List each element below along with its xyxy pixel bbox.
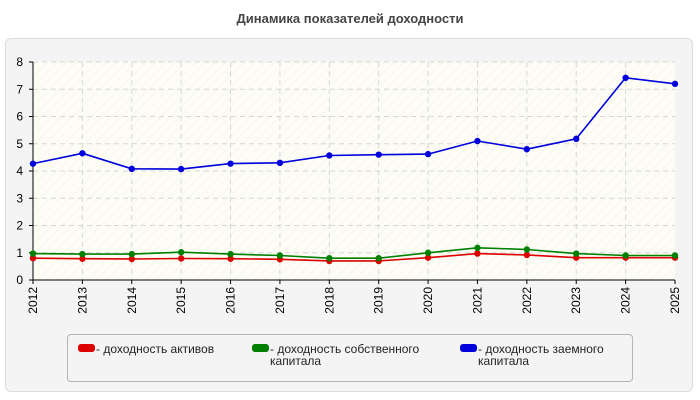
data-point-2 — [424, 150, 432, 158]
data-point-2 — [227, 160, 234, 167]
y-tick-label: 1 — [16, 246, 23, 260]
legend-label-debt: - доходность заемного капитала — [478, 342, 604, 368]
data-point-1 — [276, 252, 284, 259]
y-tick-label: 6 — [16, 110, 23, 124]
y-tick-label: 4 — [16, 164, 23, 178]
data-point-0 — [177, 255, 185, 262]
data-point-1 — [424, 249, 432, 256]
series-line-2 — [32, 77, 676, 170]
data-point-0 — [227, 255, 234, 262]
legend-label-assets: - доходность активов — [96, 342, 215, 356]
data-point-0 — [424, 254, 432, 261]
series-line-0 — [32, 252, 675, 262]
data-point-0 — [128, 255, 135, 263]
data-point-1 — [177, 249, 185, 256]
x-tick-label: 2020 — [421, 287, 435, 314]
chart-title: Динамика показателей доходности — [236, 11, 464, 26]
data-point-2 — [29, 160, 37, 167]
data-point-1 — [622, 252, 629, 259]
x-tick-label: 2023 — [569, 287, 583, 314]
data-point-2 — [79, 150, 86, 157]
data-point-2 — [177, 165, 185, 173]
x-tick-label: 2025 — [668, 287, 682, 314]
x-tick-label: 2019 — [372, 287, 386, 314]
x-tick-label: 2016 — [224, 287, 238, 314]
data-point-1 — [573, 250, 580, 257]
legend-swatch-debt — [460, 344, 477, 352]
y-tick-label: 5 — [16, 137, 23, 151]
plot-area — [33, 62, 675, 280]
data-point-2 — [326, 152, 333, 159]
grid-lines — [33, 61, 675, 280]
data-point-1 — [29, 250, 37, 257]
series-group — [29, 74, 679, 265]
data-point-0 — [29, 255, 37, 262]
data-point-1 — [671, 252, 679, 259]
data-point-2 — [671, 80, 679, 88]
data-point-2 — [375, 151, 382, 158]
data-point-1 — [128, 250, 135, 258]
y-tick-label: 7 — [16, 82, 23, 96]
legend-label-equity: - доходность собственного капитала — [270, 342, 420, 368]
x-tick-label: 2013 — [75, 287, 89, 314]
data-point-2 — [523, 146, 531, 153]
data-point-1 — [375, 255, 382, 262]
axes: 0 1 2 3 4 5 6 7 8 2012 2013 2014 2015 2016 2017 2018 201… — [16, 55, 682, 314]
data-point-1 — [523, 246, 531, 253]
data-point-2 — [474, 137, 481, 145]
legend-swatch-assets — [78, 344, 95, 352]
data-point-0 — [523, 251, 531, 259]
y-tick-label: 0 — [16, 273, 23, 287]
legend-swatch-equity — [252, 344, 269, 352]
data-point-1 — [227, 250, 234, 258]
data-point-0 — [474, 250, 481, 257]
data-point-0 — [79, 255, 86, 262]
data-point-2 — [622, 74, 629, 82]
data-point-2 — [128, 165, 135, 173]
data-point-2 — [276, 159, 284, 167]
y-tick-label: 2 — [16, 219, 23, 233]
series-line-1 — [32, 247, 675, 260]
y-tick-label: 3 — [16, 191, 23, 205]
x-tick-label: 2022 — [520, 287, 534, 314]
x-tick-label: 2024 — [619, 287, 633, 314]
x-tick-label: 2017 — [273, 287, 287, 314]
data-point-1 — [79, 250, 86, 258]
x-tick-label: 2021 — [470, 287, 484, 314]
data-point-1 — [326, 255, 333, 262]
data-point-2 — [573, 135, 580, 143]
y-tick-label: 8 — [16, 55, 23, 69]
x-tick-label: 2014 — [125, 287, 139, 314]
x-tick-label: 2015 — [174, 287, 188, 314]
x-tick-label: 2018 — [322, 287, 336, 314]
legend: - доходность активов - доходность собств… — [67, 334, 633, 382]
x-tick-label: 2012 — [26, 287, 40, 314]
data-point-1 — [474, 244, 481, 252]
